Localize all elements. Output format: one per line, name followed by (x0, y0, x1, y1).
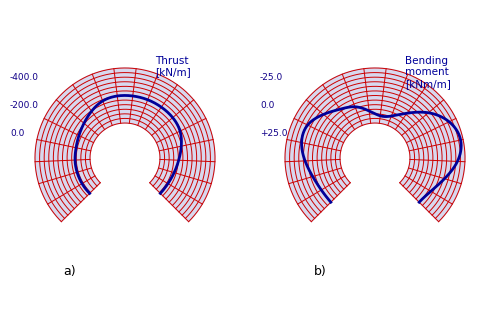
Text: b): b) (314, 265, 326, 278)
Text: -25.0: -25.0 (260, 73, 283, 82)
Text: a): a) (64, 265, 76, 278)
Polygon shape (285, 68, 465, 222)
Text: 0.0: 0.0 (260, 101, 274, 110)
Text: -400.0: -400.0 (10, 73, 39, 82)
Text: Bending
moment
[kNm/m]: Bending moment [kNm/m] (405, 55, 451, 89)
Text: +25.0: +25.0 (260, 128, 287, 138)
Text: 0.0: 0.0 (10, 128, 24, 138)
Text: Thrust
[kN/m]: Thrust [kN/m] (155, 55, 191, 77)
Polygon shape (35, 68, 215, 222)
Text: -200.0: -200.0 (10, 101, 39, 110)
